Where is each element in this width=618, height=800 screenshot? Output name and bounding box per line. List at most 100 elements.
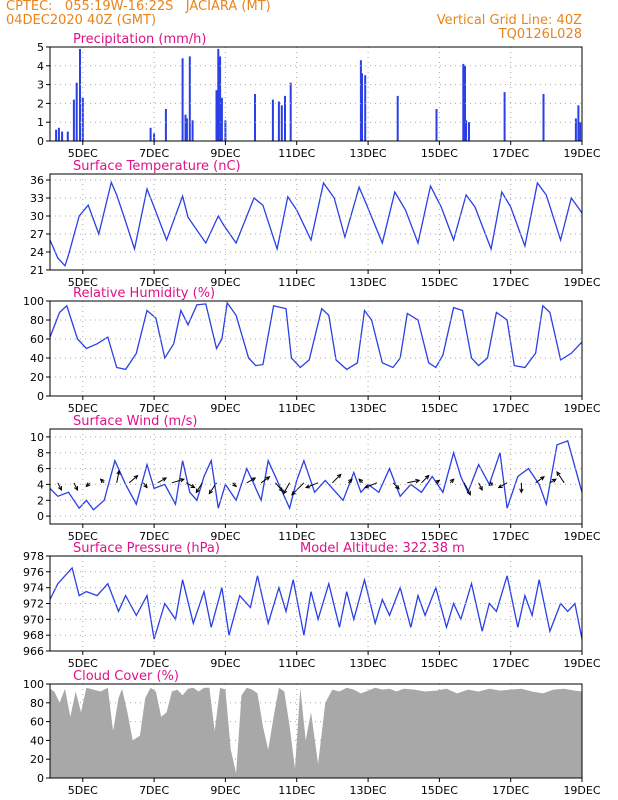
- wind-arrow-shaft: [498, 482, 508, 489]
- wind-vector: [142, 482, 148, 489]
- wind-arrow-head: [363, 484, 370, 489]
- x-tick-label: 11DEC: [278, 402, 315, 415]
- x-tick-label: 17DEC: [492, 530, 529, 543]
- wind-vector: [332, 473, 342, 484]
- precip-bar: [289, 82, 292, 141]
- wind-arrow-head: [162, 477, 168, 482]
- wind-arrow-shaft: [246, 477, 256, 484]
- wind-arrow-head: [358, 478, 364, 484]
- date-header: 04DEC2020 40Z (GMT): [6, 13, 157, 28]
- wind-vector: [535, 476, 545, 484]
- wind-arrow-head: [265, 476, 271, 481]
- panel-pres: Surface Pressure (hPa) Model Altitude: 32…: [23, 541, 601, 670]
- x-tick-label: 13DEC: [350, 784, 387, 797]
- precip-bar: [468, 122, 470, 141]
- precip-bar: [55, 129, 58, 141]
- wind-arrow-head: [85, 482, 91, 488]
- wind-vector: [549, 478, 557, 484]
- x-tick-label: 5DEC: [68, 276, 98, 289]
- wind-vector: [275, 482, 284, 493]
- x-tick-label: 19DEC: [563, 276, 600, 289]
- wind-arrow-head: [143, 483, 148, 489]
- x-tick-label: 11DEC: [278, 530, 315, 543]
- wind-arrow-head: [497, 484, 503, 489]
- panel-frame: [49, 555, 583, 652]
- wind-arrow-head: [283, 489, 288, 495]
- x-tick-label: 11DEC: [278, 276, 315, 289]
- panel-title: Precipitation (mm/h): [73, 32, 206, 47]
- wind-vector: [128, 474, 139, 484]
- panel-wind: Surface Wind (m/s) 0 2 4 6 8 10 5DEC 7DEC 9DEC 11D…: [30, 414, 601, 543]
- y-tick-label: 60: [30, 716, 44, 729]
- wind-arrow-shaft: [407, 479, 420, 484]
- y-tick-label: 0: [37, 772, 44, 785]
- x-tick-label: 13DEC: [350, 147, 387, 160]
- x-tick-label: 17DEC: [492, 147, 529, 160]
- x-tick-label: 13DEC: [350, 530, 387, 543]
- x-tick-label: 15DEC: [421, 784, 458, 797]
- wind-vector: [421, 474, 430, 484]
- y-tick-label: 976: [23, 566, 44, 579]
- wind-arrow-shaft: [535, 476, 545, 484]
- precip-bar: [191, 120, 194, 141]
- x-tick-label: 7DEC: [139, 784, 169, 797]
- precip-bar: [75, 82, 78, 141]
- wind-arrow-shaft: [305, 482, 319, 489]
- grid-line-header: Vertical Grid Line: 40Z: [436, 13, 582, 28]
- precip-bar: [184, 114, 187, 141]
- precip-bar: [364, 75, 367, 141]
- y-tick-label: 0: [37, 135, 44, 148]
- precip-bar: [217, 48, 220, 141]
- x-tick-label: 7DEC: [139, 530, 169, 543]
- y-tick-label: 1: [37, 116, 44, 129]
- precip-bar: [219, 56, 222, 141]
- precip-bar: [462, 63, 465, 141]
- wind-arrow-shaft: [157, 477, 167, 484]
- y-tick-label: 0: [37, 390, 44, 403]
- precip-bar: [465, 120, 468, 141]
- y-tick-label: 3: [37, 79, 44, 92]
- y-tick-label: 0: [37, 510, 44, 523]
- wind-vector: [185, 482, 196, 489]
- cloud-area: [50, 687, 582, 778]
- x-tick-label: 7DEC: [139, 147, 169, 160]
- x-tick-label: 17DEC: [492, 784, 529, 797]
- wind-vector: [358, 478, 364, 484]
- panel-frame: [49, 428, 583, 525]
- x-tick-label: 5DEC: [68, 784, 98, 797]
- precip-bar: [164, 109, 167, 141]
- y-tick-label: 24: [30, 246, 44, 259]
- precip-bar: [66, 131, 69, 141]
- temp-line: [49, 180, 583, 268]
- y-tick-label: 972: [23, 598, 44, 611]
- x-tick-label: 15DEC: [421, 402, 458, 415]
- y-tick-label: 33: [30, 192, 44, 205]
- precip-bar: [277, 101, 280, 141]
- wind-vector: [348, 478, 353, 484]
- precip-bar: [577, 105, 580, 141]
- wind-arrow-head: [435, 479, 441, 485]
- wind-arrow-shaft: [556, 471, 565, 484]
- wind-vector: [57, 482, 62, 492]
- rh-line: [49, 301, 583, 371]
- y-tick-label: 978: [23, 550, 44, 563]
- precip-bar: [359, 60, 362, 142]
- x-tick-label: 17DEC: [492, 657, 529, 670]
- y-tick-label: 20: [30, 371, 44, 384]
- precip-bar: [215, 90, 218, 141]
- wind-arrow-head: [278, 487, 284, 493]
- x-tick-label: 19DEC: [563, 657, 600, 670]
- x-tick-label: 17DEC: [492, 402, 529, 415]
- panel-rh: Relative Humidity (%) 0 20 40 60 80 100 5DEC 7DE…: [23, 286, 601, 415]
- x-tick-label: 15DEC: [421, 276, 458, 289]
- y-tick-label: 966: [23, 645, 44, 658]
- wind-arrow-head: [466, 490, 471, 496]
- wind-vector: [497, 482, 508, 489]
- wind-arrow-shaft: [275, 482, 283, 492]
- wind-arrow-head: [251, 477, 257, 482]
- y-tick-label: 4: [37, 60, 44, 73]
- wind-arrow-shaft: [478, 482, 483, 491]
- y-tick-label: 8: [37, 447, 44, 460]
- x-tick-label: 19DEC: [563, 402, 600, 415]
